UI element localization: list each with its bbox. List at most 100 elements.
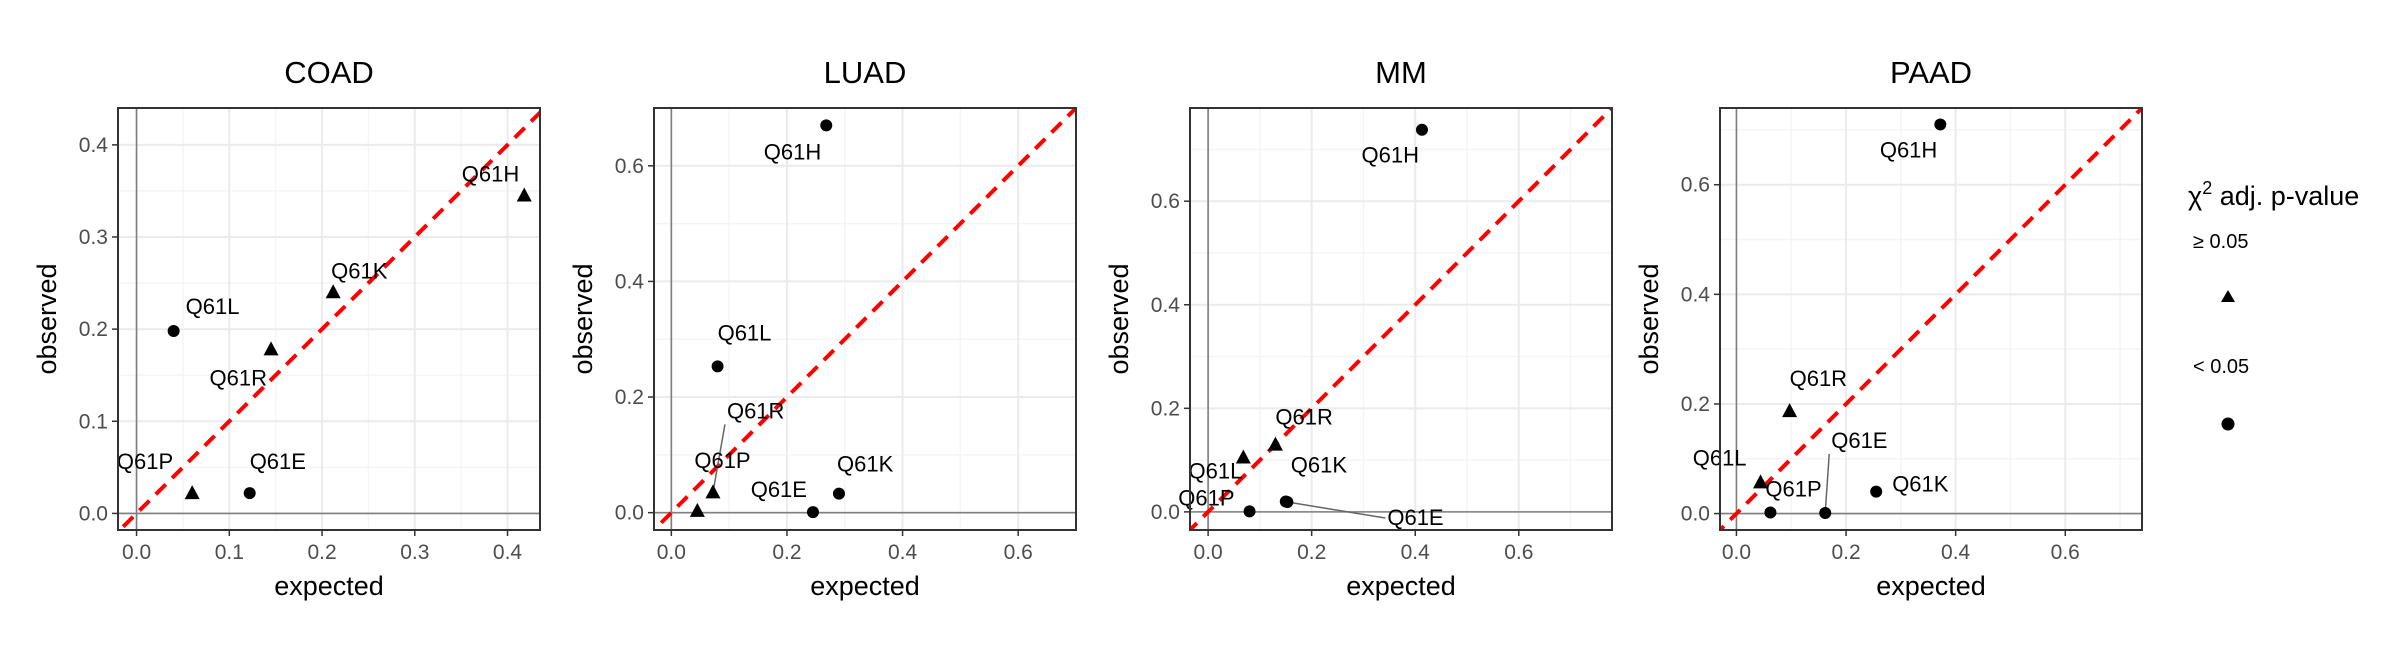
panel-plot-area xyxy=(118,108,540,530)
point-q61h-circle xyxy=(1934,118,1947,131)
panel-border xyxy=(117,107,541,531)
point-q61p-triangle xyxy=(689,502,705,517)
point-label-q61r: Q61R xyxy=(1275,405,1332,430)
panel-plot-area xyxy=(654,108,1076,530)
label-leader-line xyxy=(712,424,726,493)
legend-key-circle xyxy=(2221,417,2235,431)
y-tick-label: 0.0 xyxy=(79,502,108,525)
point-q61r-triangle xyxy=(1782,403,1798,418)
point-q61p-circle xyxy=(1764,506,1777,519)
point-q61e-circle xyxy=(1281,496,1294,509)
point-q61e-circle xyxy=(243,487,256,500)
point-label-q61p: Q61P xyxy=(117,449,173,474)
x-tick-label: 0.1 xyxy=(215,541,244,564)
y-axis-title: observed xyxy=(1634,263,1664,374)
x-axis-title: expected xyxy=(274,571,384,601)
panel-title: MM xyxy=(1375,55,1427,90)
y-tick-label: 0.1 xyxy=(79,410,108,433)
point-q61h-triangle xyxy=(516,187,532,202)
y-tick-label: 0.3 xyxy=(79,226,108,249)
y-tick-label: 0.2 xyxy=(615,386,644,409)
reference-line-y-equals-x xyxy=(118,109,540,530)
y-axis-title: observed xyxy=(1104,263,1134,374)
point-q61k-circle xyxy=(832,487,845,500)
point-label-q61r: Q61R xyxy=(727,398,784,423)
x-tick-label: 0.2 xyxy=(1297,541,1326,564)
point-label-q61r: Q61R xyxy=(1790,366,1847,391)
point-q61p-circle xyxy=(1243,505,1256,518)
point-q61l-circle xyxy=(711,360,724,373)
y-tick-label: 0.6 xyxy=(615,155,644,178)
y-axis-title: observed xyxy=(568,263,598,374)
point-q61l-triangle xyxy=(1753,474,1769,489)
legend-title: χ2 adj. p-value xyxy=(2188,178,2359,211)
point-q61e-circle xyxy=(1819,507,1832,520)
point-q61l-triangle xyxy=(1235,449,1251,464)
y-tick-label: 0.4 xyxy=(1681,283,1711,306)
x-axis-title: expected xyxy=(1346,571,1456,601)
point-q61r-triangle xyxy=(1267,436,1283,451)
point-label-q61h: Q61H xyxy=(1361,143,1418,168)
y-tick-label: 0.0 xyxy=(1151,501,1180,524)
point-label-q61p: Q61P xyxy=(1765,476,1821,501)
point-label-q61h: Q61H xyxy=(1880,137,1937,162)
x-tick-label: 0.2 xyxy=(1831,541,1860,564)
panel-plot-area xyxy=(1190,108,1612,530)
x-tick-label: 0.0 xyxy=(657,541,686,564)
panel-title: LUAD xyxy=(824,55,907,90)
panel-title: COAD xyxy=(284,55,374,90)
y-tick-label: 0.2 xyxy=(79,318,108,341)
point-label-q61k: Q61K xyxy=(837,452,894,477)
point-label-q61h: Q61H xyxy=(462,162,519,187)
point-label-q61p: Q61P xyxy=(1178,485,1234,510)
y-tick-label: 0.2 xyxy=(1681,393,1710,416)
y-tick-label: 0.6 xyxy=(1681,174,1710,197)
y-tick-label: 0.0 xyxy=(1681,503,1710,526)
reference-line-y-equals-x xyxy=(654,108,1076,530)
y-tick-label: 0.4 xyxy=(79,134,109,157)
x-tick-label: 0.0 xyxy=(1194,541,1223,564)
panel-border xyxy=(1719,107,2143,531)
x-tick-label: 0.2 xyxy=(307,541,336,564)
point-q61k-triangle xyxy=(325,284,341,299)
panel-coad: Q61H Q61K Q61L Q61R Q61P Q61E 0.0 0.1 0.2 0.3 0.4 0… xyxy=(32,55,541,601)
panel-border xyxy=(653,107,1077,531)
point-label-q61k: Q61K xyxy=(1892,472,1949,497)
point-label-q61l: Q61L xyxy=(186,294,240,319)
panel-plot-area xyxy=(1720,108,2142,530)
legend-label-ge-005: ≥ 0.05 xyxy=(2193,231,2248,253)
point-label-q61l: Q61L xyxy=(718,320,772,345)
y-tick-label: 0.4 xyxy=(1151,294,1181,317)
x-tick-label: 0.6 xyxy=(1504,541,1533,564)
point-q61r-triangle xyxy=(263,341,279,356)
point-q61k-circle xyxy=(1870,485,1883,498)
reference-line-y-equals-x xyxy=(1720,108,2142,530)
label-leader-line xyxy=(1824,453,1830,514)
y-tick-label: 0.4 xyxy=(615,270,645,293)
x-tick-label: 0.2 xyxy=(772,541,801,564)
point-label-q61r: Q61R xyxy=(210,365,267,390)
y-tick-label: 0.6 xyxy=(1151,190,1180,213)
point-q61h-circle xyxy=(820,119,833,132)
point-q61e-circle xyxy=(806,506,819,519)
y-axis-title: observed xyxy=(32,263,62,374)
y-tick-label: 0.2 xyxy=(1151,397,1180,420)
point-label-q61k: Q61K xyxy=(1291,453,1348,478)
point-q61h-circle xyxy=(1415,123,1428,136)
x-tick-label: 0.0 xyxy=(1722,541,1751,564)
x-tick-label: 0.3 xyxy=(400,541,429,564)
point-q61r-triangle xyxy=(705,484,721,499)
label-leader-line xyxy=(1287,501,1386,519)
x-tick-label: 0.6 xyxy=(1004,541,1033,564)
x-tick-label: 0.4 xyxy=(493,541,523,564)
x-tick-label: 0.0 xyxy=(122,541,151,564)
legend-title-superscript: 2 xyxy=(2202,178,2212,198)
legend: χ2 adj. p-value ≥ 0.05 < 0.05 xyxy=(2188,178,2359,431)
legend-key-triangle xyxy=(2221,290,2235,302)
x-axis-title: expected xyxy=(810,571,920,601)
point-label-q61p: Q61P xyxy=(694,448,750,473)
